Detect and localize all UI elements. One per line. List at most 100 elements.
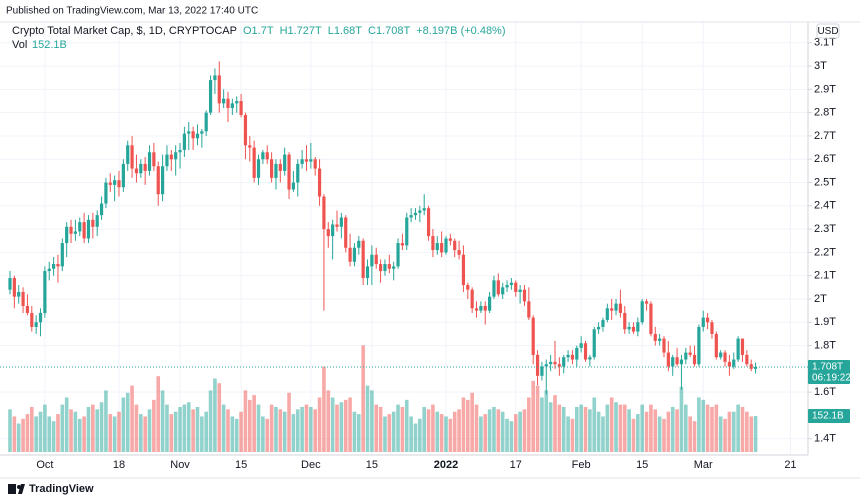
- volume-bar: [670, 406, 675, 452]
- volume-bar: [422, 406, 426, 452]
- volume-bar: [86, 406, 91, 452]
- volume-bar: [221, 404, 226, 452]
- volume-bar: [718, 416, 723, 452]
- volume-bar: [575, 406, 579, 452]
- candle-body: [69, 226, 73, 234]
- volume-bar: [688, 416, 692, 452]
- candle-body: [435, 243, 439, 251]
- volume-bar: [492, 406, 496, 452]
- candle-body: [413, 212, 418, 216]
- volume-bar: [618, 404, 623, 452]
- candle-body: [78, 222, 82, 232]
- y-tick-label: 1.9T: [814, 316, 836, 328]
- volume-bar: [73, 411, 78, 452]
- candle-body: [522, 289, 527, 302]
- candle-body: [488, 296, 492, 311]
- volume-bar: [357, 414, 361, 452]
- volume-bar: [234, 418, 239, 452]
- candle-body: [121, 163, 125, 188]
- volume-bar: [25, 414, 30, 452]
- candle-body: [348, 247, 352, 262]
- logo-part: [8, 484, 16, 494]
- volume-bar: [365, 385, 370, 452]
- volume-bar: [566, 416, 570, 452]
- volume-bar: [300, 406, 304, 452]
- candle-body: [344, 217, 348, 248]
- volume-bar: [466, 399, 470, 452]
- y-tick-label: 1.8T: [814, 339, 836, 351]
- candle-body: [732, 359, 736, 367]
- volume-bar: [387, 414, 392, 452]
- candle-body: [313, 159, 317, 169]
- candle-body: [418, 210, 422, 213]
- volume-bar: [579, 404, 583, 452]
- volume-bar: [701, 399, 706, 452]
- volume-bar: [697, 397, 701, 452]
- currency[interactable]: USD: [817, 26, 838, 37]
- volume-bar: [391, 411, 396, 452]
- x-tick-label: 2022: [434, 459, 458, 471]
- candle-body: [479, 305, 483, 311]
- candle-body: [431, 236, 435, 251]
- candle-body: [191, 131, 195, 139]
- candle-body: [256, 159, 261, 178]
- candle-body: [505, 285, 509, 288]
- volume-bar: [361, 345, 365, 452]
- candle-body: [374, 254, 378, 265]
- volume-bar: [82, 416, 86, 452]
- volume-bar: [736, 404, 740, 452]
- candle-body: [679, 359, 684, 365]
- candle-body: [544, 364, 548, 367]
- candle-body: [99, 203, 104, 216]
- candle-body: [466, 285, 470, 290]
- candle-body: [60, 243, 64, 267]
- candle-body: [108, 182, 112, 185]
- candle-body: [749, 364, 753, 369]
- volume-bar: [500, 411, 505, 452]
- volume-bar: [513, 414, 518, 452]
- candle-body: [562, 357, 566, 367]
- candle-body: [165, 154, 169, 167]
- x-tick-label: 15: [366, 459, 378, 471]
- volume-bar: [400, 406, 405, 452]
- candle-body: [226, 98, 230, 109]
- y-tick-label: 2.2T: [814, 246, 836, 258]
- y-tick-label: 2.3T: [814, 223, 836, 235]
- candle-body: [583, 343, 588, 360]
- volume-bar: [178, 406, 182, 452]
- candle-body: [143, 163, 147, 171]
- candle-body: [21, 292, 25, 306]
- volume-bar: [727, 411, 732, 452]
- symbol-title: Crypto Total Market Cap, $, 1D, CRYPTOCA…: [12, 25, 237, 37]
- last-price-tag: [808, 359, 850, 384]
- volume-bar: [609, 397, 614, 452]
- volume-bar: [740, 406, 745, 452]
- brand[interactable]: TradingView: [29, 483, 94, 495]
- candle-body: [200, 131, 204, 134]
- candle-body: [47, 268, 51, 272]
- candle-body: [597, 326, 601, 330]
- volume-bar: [527, 397, 531, 452]
- volume-bar: [522, 409, 527, 452]
- volume-bar: [684, 404, 688, 452]
- candle-body: [483, 305, 487, 311]
- volume-bar: [317, 397, 322, 452]
- volume-bar: [723, 418, 727, 452]
- volume-bar: [675, 409, 679, 452]
- candle-body: [684, 352, 688, 360]
- candle-body: [178, 149, 182, 153]
- volume-bar: [282, 411, 287, 452]
- candle-body: [514, 282, 518, 293]
- volume-bar: [596, 411, 601, 452]
- volume-bar: [256, 404, 261, 452]
- candle-body: [339, 217, 343, 227]
- candle-body: [409, 215, 413, 218]
- candle-body: [557, 364, 561, 367]
- countdown: 06:19:22: [812, 373, 851, 384]
- candle-body: [740, 338, 745, 355]
- volume-bar: [239, 411, 243, 452]
- volume-bar: [160, 390, 165, 452]
- volume-bar: [182, 404, 187, 452]
- candle-body: [457, 250, 461, 255]
- currency-button[interactable]: [816, 23, 840, 39]
